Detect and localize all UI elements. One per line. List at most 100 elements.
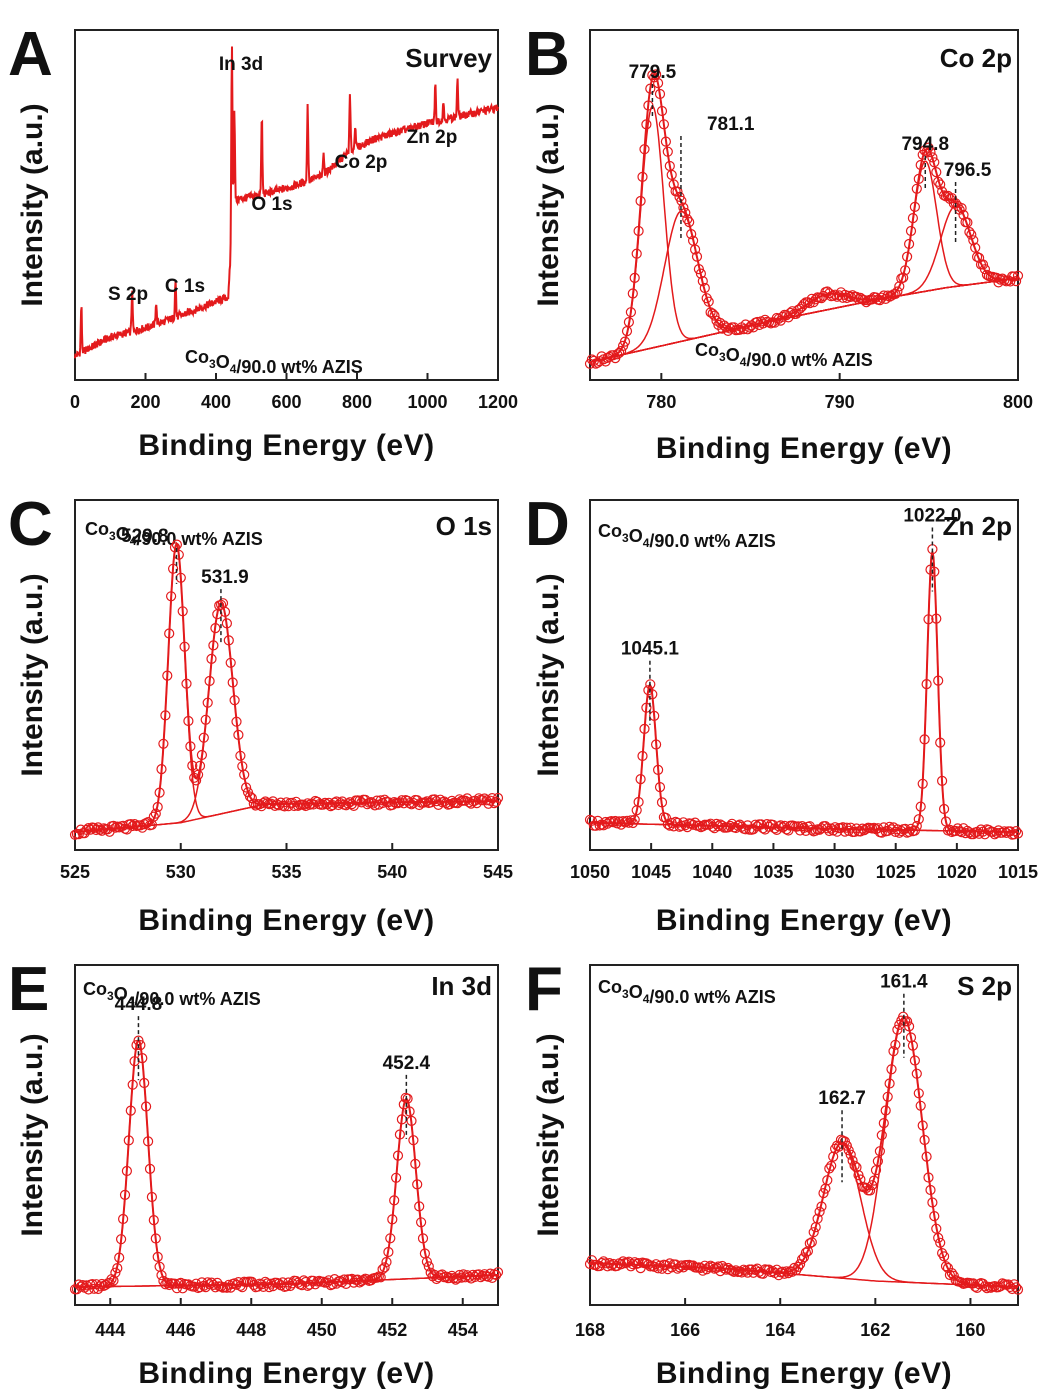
data-point [187,760,198,771]
data-point [641,119,652,130]
data-point [682,214,693,225]
data-point [843,825,854,836]
data-point [968,235,979,246]
data-point [933,176,944,187]
data-point [719,1263,730,1274]
panel-title: Co 2p [940,43,1012,73]
x-tick-label: 160 [955,1320,985,1340]
peak-label: C 1s [165,276,205,297]
data-point [233,729,244,741]
data-point [678,202,689,213]
data-point [633,1257,644,1269]
x-tick-label: 790 [825,392,855,412]
data-point [859,295,870,306]
data-point [839,289,851,300]
data-point [617,1256,629,1267]
data-point [921,1151,932,1162]
panel-letter: D [525,490,570,559]
data-point [693,264,705,275]
data-point [703,1262,714,1273]
x-tick-label: 600 [271,392,301,412]
y-axis-label: Intensity (a.u.) [532,573,565,776]
data-point [362,1274,373,1285]
panel-title: In 3d [431,971,492,1001]
data-point [146,1191,157,1203]
data-point [227,677,238,688]
data-point [693,820,705,831]
data-point [629,1257,640,1268]
data-point [204,1279,215,1290]
fit-component-2 [590,551,1018,833]
data-point [917,1120,928,1131]
data-point [179,641,190,652]
data-point [901,251,913,262]
data-point [117,1213,129,1225]
data-point [125,818,136,830]
data-point [761,818,773,830]
fit-component-1 [74,542,498,833]
data-point [876,292,887,303]
data-point [668,821,679,832]
data-point [114,1252,125,1263]
data-point [1008,271,1020,282]
data-point [392,1150,404,1161]
peak-label: Co 2p [335,152,388,173]
data-point [888,1046,899,1057]
data-point [987,826,998,837]
data-point [1010,1282,1022,1293]
data-point [223,1279,234,1290]
data-point [927,1197,938,1208]
data-point [148,1214,159,1226]
panel-letter: B [525,20,570,89]
data-point [383,1246,394,1258]
data-point [615,345,627,357]
data-point [890,1039,901,1050]
data-point [660,136,672,147]
data-point [196,749,207,761]
data-point [337,796,348,807]
data-point [169,1278,181,1289]
data-point [164,628,175,639]
data-point [907,213,919,224]
data-point [837,292,849,303]
data-point [900,265,911,276]
data-point [650,739,662,750]
data-point [446,1270,457,1282]
peak-label: 779.5 [629,62,677,83]
data-point [181,678,192,689]
data-point [652,77,664,89]
data-point [999,275,1010,286]
data-point [709,310,720,321]
data-point [849,1160,860,1171]
data-point [73,1279,84,1290]
fit-component-5 [589,205,1019,363]
data-point [944,1269,956,1281]
data-point [162,670,173,681]
data-point [423,1261,434,1272]
x-tick-label: 454 [448,1320,478,1340]
data-point [927,152,938,163]
x-tick-label: 1035 [753,862,793,882]
panel-c: C 525 530 535 540 545 Intensity (a.u.) Binding … [8,490,513,937]
data-point [73,828,84,840]
data-point [358,1274,369,1286]
x-tick-label: 450 [307,1320,337,1340]
x-tick-label: 525 [60,862,90,882]
data-point [843,290,854,301]
x-tick-label: 1045 [631,862,671,882]
data-point [223,635,234,646]
data-point [625,815,637,826]
panel-e: E 444 446 448 450 452 454 Intensity (a.u.) Bindi… [8,955,504,1390]
data-point [166,591,177,602]
data-point [911,183,922,194]
data-point [633,225,644,237]
peak-label: Zn 2p [407,127,458,148]
x-axis-label: Binding Energy (eV) [656,432,952,465]
data-point [635,773,646,785]
data-point [617,815,629,827]
fit-envelope [75,1038,498,1288]
data-point [878,1117,889,1129]
data-point [416,1217,427,1228]
data-point [266,1278,277,1289]
